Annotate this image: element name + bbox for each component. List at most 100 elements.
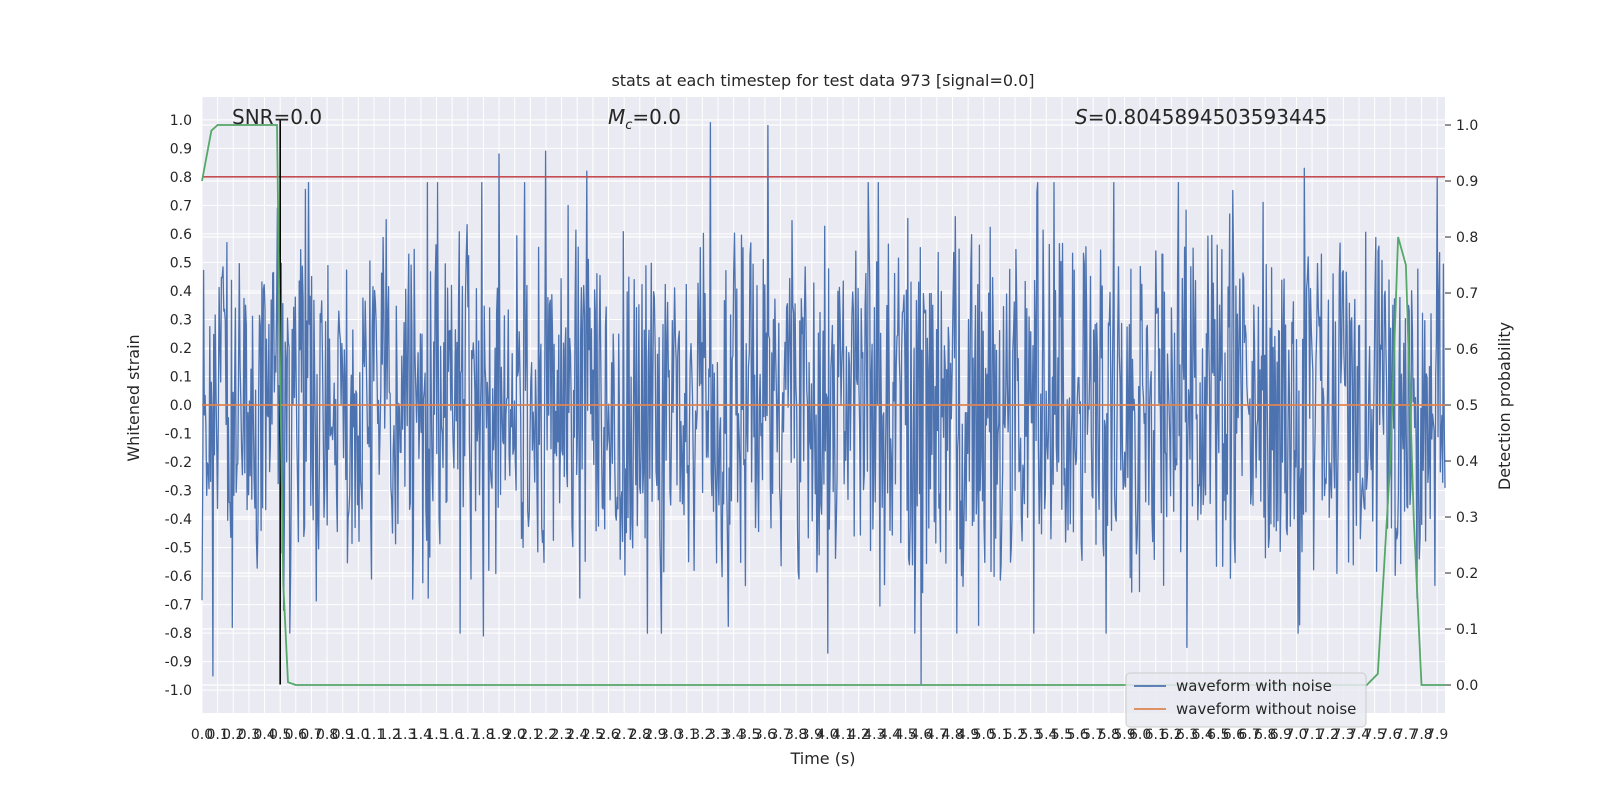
mc-value: =0.0: [632, 105, 681, 129]
x-tick-label: 4.7: [926, 727, 948, 743]
legend-label-clean: waveform without noise: [1176, 700, 1356, 718]
x-tick-label: 7.0: [1285, 727, 1307, 743]
x-tick-label: 3.3: [707, 727, 729, 743]
x-tick-label: 5.4: [1035, 727, 1057, 743]
x-tick-label: 6.5: [1207, 727, 1229, 743]
x-tick-label: 7.3: [1332, 727, 1354, 743]
x-tick-label: 1.8: [472, 727, 494, 743]
x-tick-label: 1.5: [425, 727, 447, 743]
x-tick-label: 7.7: [1395, 727, 1417, 743]
y-tick-label: 0.5: [170, 255, 192, 271]
x-tick-label: 6.1: [1145, 727, 1167, 743]
y2-tick-label: 0.3: [1456, 510, 1478, 526]
x-tick-label: 5.0: [973, 727, 995, 743]
noise-line: [201, 122, 1446, 686]
mc-subscript: c: [625, 118, 632, 133]
y-tick-labels: 1.0 0.9 0.8 0.7 0.6 0.5 0.4 0.3 0.2 0.1 0.0 -0.1 -0.…: [165, 113, 192, 699]
y-tick-label: -0.9: [165, 655, 192, 671]
y2-tick-labels: 1.0 0.9 0.8 0.7 0.6 0.5 0.4 0.3 0.2 0.1 0.0: [1445, 118, 1478, 694]
y-axis-label: Whitened strain: [124, 334, 143, 461]
x-tick-label: 7.4: [1348, 727, 1370, 743]
x-tick-label: 5.2: [1004, 727, 1026, 743]
x-tick-label: 0.0: [191, 727, 213, 743]
x-tick-label: 0.3: [238, 727, 260, 743]
legend: waveform with noise waveform without noi…: [1125, 672, 1367, 728]
x-tick-label: 4.8: [941, 727, 963, 743]
x-tick-label: 2.3: [550, 727, 572, 743]
x-tick-label: 1.7: [457, 727, 479, 743]
y-tick-label: 0.3: [170, 312, 192, 328]
x-tick-label: 0.4: [253, 727, 275, 743]
x-tick-label: 5.9: [1113, 727, 1135, 743]
y2-tick-label: 0.9: [1456, 174, 1478, 190]
y-tick-label: -0.3: [165, 484, 192, 500]
x-tick-label: 1.0: [347, 727, 369, 743]
y2-tick-label: 0.7: [1456, 286, 1478, 302]
y2-tick-label: 0.2: [1456, 566, 1478, 582]
y-tick-label: 1.0: [170, 113, 192, 129]
x-tick-label: 7.8: [1410, 727, 1432, 743]
x-tick-label: 4.3: [863, 727, 885, 743]
x-tick-label: 6.8: [1254, 727, 1276, 743]
y-tick-label: -0.8: [165, 626, 192, 642]
x-tick-label: 3.4: [722, 727, 744, 743]
x-tick-label: 5.3: [1020, 727, 1042, 743]
series-detection-probability: [201, 124, 1445, 686]
x-tick-label: 5.7: [1082, 727, 1104, 743]
y2-tick-label: 0.5: [1456, 398, 1478, 414]
x-tick-label: 3.6: [754, 727, 776, 743]
x-tick-label: 7.6: [1379, 727, 1401, 743]
x-tick-label: 3.1: [676, 727, 698, 743]
x-tick-label: 4.4: [879, 727, 901, 743]
y-tick-label: -0.1: [165, 427, 192, 443]
y-tick-label: 0.6: [170, 227, 192, 243]
x-tick-label: 1.2: [378, 727, 400, 743]
x-tick-label: 5.1: [988, 727, 1010, 743]
x-tick-label: 3.7: [769, 727, 791, 743]
y-tick-label: 0.8: [170, 170, 192, 186]
x-tick-label: 0.1: [207, 727, 229, 743]
y2-tick-label: 0.1: [1456, 622, 1478, 638]
x-tick-label: 5.5: [1051, 727, 1073, 743]
x-tick-label: 2.0: [504, 727, 526, 743]
x-tick-label: 3.5: [738, 727, 760, 743]
y-tick-label: -0.6: [165, 569, 192, 585]
y-tick-label: 0.0: [170, 398, 192, 414]
x-tick-label: 3.2: [691, 727, 713, 743]
snr-annotation: SNR=0.0: [232, 105, 322, 129]
x-tick-label: 1.1: [363, 727, 385, 743]
x-tick-label: 7.2: [1317, 727, 1339, 743]
x-tick-label: 2.9: [644, 727, 666, 743]
x-tick-label: 3.9: [801, 727, 823, 743]
s-symbol: S: [1075, 105, 1088, 129]
y2-tick-label: 0.8: [1456, 230, 1478, 246]
mc-annotation: Mc=0.0: [608, 105, 681, 133]
x-tick-label: 0.5: [269, 727, 291, 743]
x-tick-label: 2.5: [582, 727, 604, 743]
mc-symbol: M: [608, 105, 625, 129]
y-tick-label: -0.4: [165, 512, 192, 528]
y2-axis-label: Detection probability: [1495, 322, 1514, 490]
y-tick-label: 0.7: [170, 198, 192, 214]
probability-line: [201, 124, 1445, 686]
x-tick-label: 5.8: [1098, 727, 1120, 743]
x-tick-label: 0.7: [300, 727, 322, 743]
x-tick-label: 6.9: [1270, 727, 1292, 743]
y-tick-label: 0.2: [170, 341, 192, 357]
x-tick-label: 7.1: [1301, 727, 1323, 743]
x-tick-label: 4.9: [957, 727, 979, 743]
x-tick-label: 4.0: [816, 727, 838, 743]
y-tick-label: -1.0: [165, 683, 192, 699]
x-tick-label: 2.2: [535, 727, 557, 743]
y-tick-label: 0.4: [170, 284, 192, 300]
x-tick-label: 6.4: [1192, 727, 1214, 743]
x-tick-label: 0.8: [316, 727, 338, 743]
y-tick-label: -0.5: [165, 541, 192, 557]
x-tick-label: 2.4: [566, 727, 588, 743]
x-tick-label: 6.6: [1223, 727, 1245, 743]
x-tick-label: 1.3: [394, 727, 416, 743]
x-tick-label: 4.1: [832, 727, 854, 743]
s-annotation: S=0.8045894503593445: [1075, 105, 1327, 129]
y-tick-label: 0.1: [170, 369, 192, 385]
x-tick-label: 0.2: [222, 727, 244, 743]
